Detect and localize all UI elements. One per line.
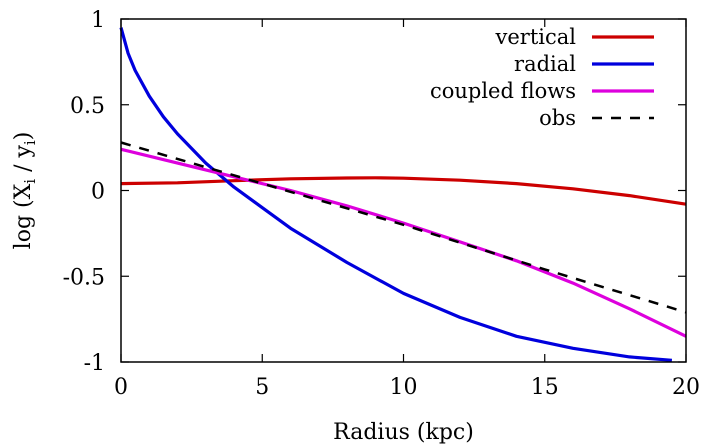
series-line-3 bbox=[120, 141, 687, 314]
y-tick-label: 1 bbox=[91, 8, 105, 33]
y-axis-label: log (Xi / yi) bbox=[11, 132, 39, 250]
y-tick-label: 0 bbox=[91, 180, 105, 205]
series-line-0 bbox=[120, 176, 687, 206]
legend-label: vertical bbox=[495, 25, 577, 49]
legend-label: obs bbox=[539, 106, 576, 130]
y-tick-label: -1 bbox=[84, 351, 105, 376]
x-tick-label: 10 bbox=[390, 375, 418, 400]
legend: vertical radial coupled flows obs bbox=[430, 25, 654, 130]
plot-frame bbox=[120, 18, 687, 363]
x-tick-label: 0 bbox=[114, 375, 128, 400]
x-axis-label: Radius (kpc) bbox=[333, 420, 474, 445]
x-tick-label: 20 bbox=[672, 375, 700, 400]
legend-label: radial bbox=[514, 52, 576, 76]
series-line-1 bbox=[119, 27, 673, 362]
series-line-2 bbox=[120, 147, 687, 338]
legend-label: coupled flows bbox=[430, 79, 576, 103]
y-tick-label: 0.5 bbox=[70, 94, 105, 119]
y-tick-label: -0.5 bbox=[63, 265, 105, 290]
x-tick-label: 15 bbox=[531, 375, 559, 400]
ticks: 0 5 10 15 20 1 0.5 0 -0.5 -1 bbox=[63, 8, 700, 400]
plot-lines bbox=[119, 27, 687, 362]
x-tick-label: 5 bbox=[255, 375, 269, 400]
